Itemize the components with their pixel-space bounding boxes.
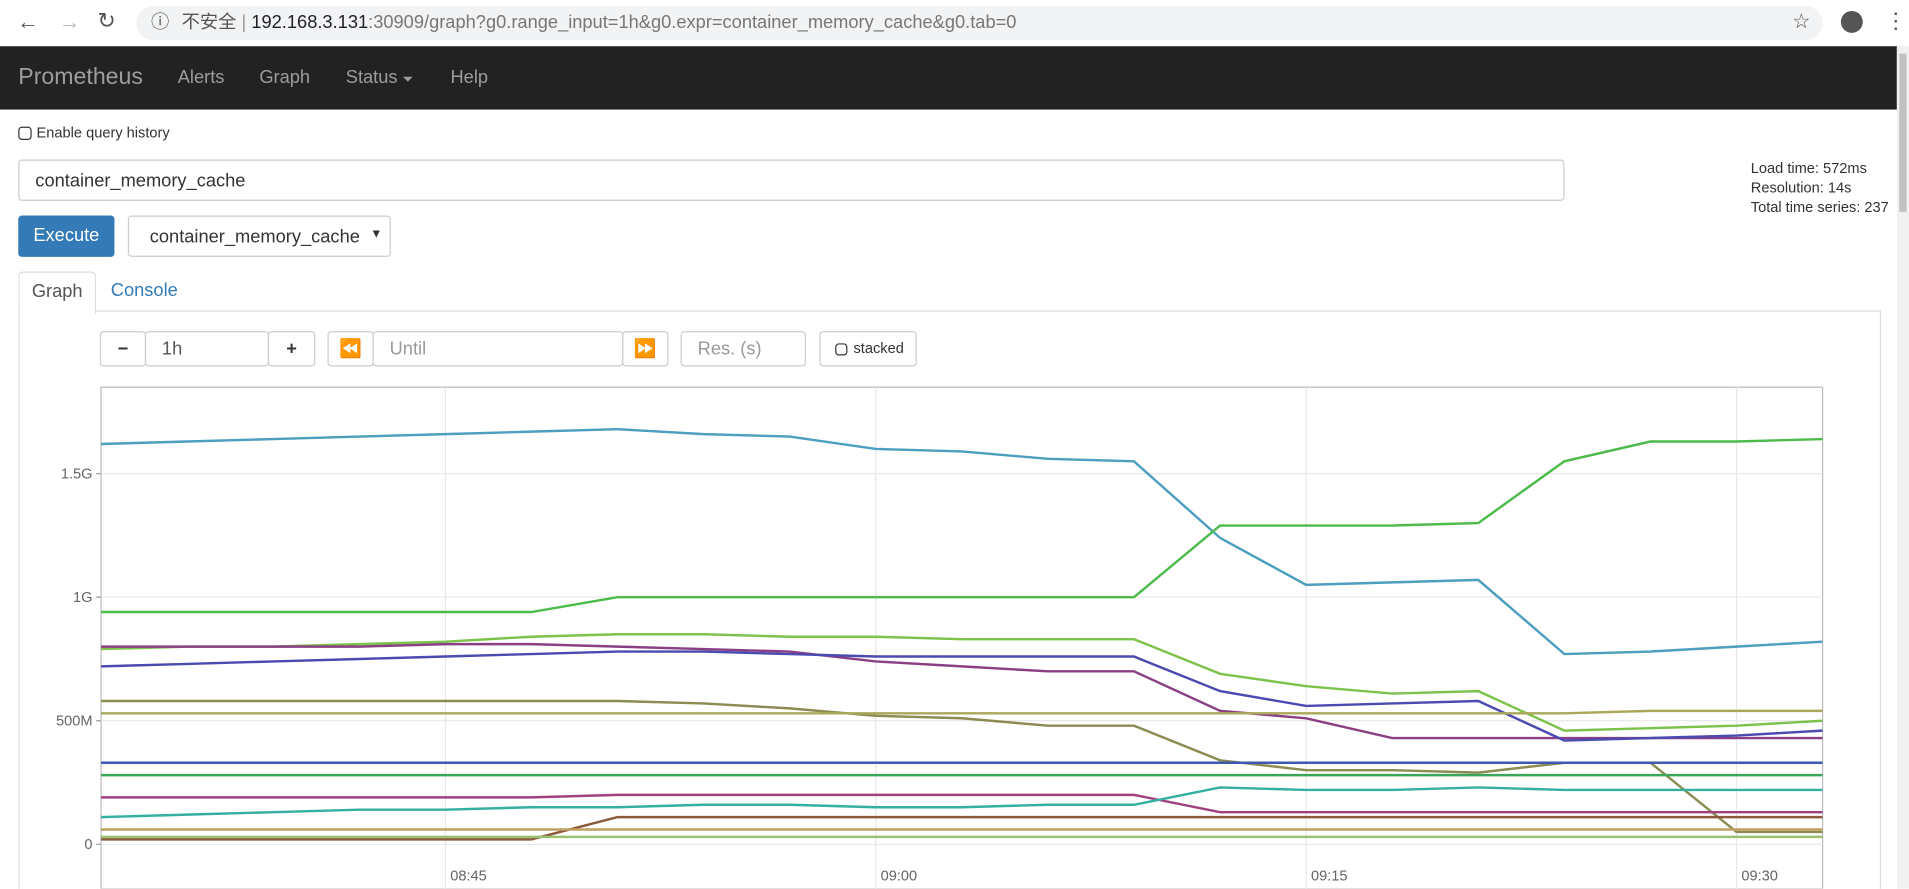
- x-tick-label: 09:15: [1311, 868, 1348, 884]
- history-label: Enable query history: [36, 124, 170, 142]
- scroll-thumb[interactable]: [1899, 53, 1907, 212]
- nav-item[interactable]: Graph: [259, 66, 311, 88]
- url-host: 192.168.3.131: [251, 12, 369, 33]
- series-line: [101, 793, 1823, 814]
- tab-panel: [18, 310, 1882, 889]
- select-text: container_memory_cache: [149, 226, 360, 248]
- metric-select[interactable]: container_memory_cache ▼: [127, 215, 391, 257]
- plot-area: [100, 386, 1824, 889]
- series-line: [101, 699, 1823, 834]
- checkbox[interactable]: [18, 126, 32, 141]
- brand[interactable]: Prometheus: [18, 64, 143, 91]
- series-line: [101, 642, 1823, 740]
- series-line: [101, 633, 1823, 732]
- tab-graph[interactable]: Graph: [18, 271, 97, 315]
- address-bar[interactable]: ⓘ 不安全 | 192.168.3.131:30909/graph?g0.ran…: [136, 6, 1823, 41]
- nav-item[interactable]: Help: [450, 66, 489, 88]
- scrollbar[interactable]: [1896, 46, 1909, 889]
- execute-button[interactable]: Execute: [18, 215, 115, 257]
- bookmark-star[interactable]: ☆: [1792, 9, 1811, 33]
- range-input[interactable]: 1h: [144, 331, 270, 367]
- x-tick-label: 09:00: [881, 868, 918, 884]
- stacked-label: stacked: [853, 339, 904, 357]
- series-line: [101, 709, 1823, 715]
- tab-console[interactable]: Console: [110, 280, 178, 301]
- resolution: Resolution: 14s: [1750, 178, 1852, 197]
- x-tick-label: 09:30: [1741, 868, 1778, 884]
- forward-time[interactable]: ⏩: [622, 331, 669, 367]
- total-series: Total time series: 237: [1750, 198, 1889, 216]
- y-tick-label: 1G: [73, 590, 93, 606]
- series-line: [101, 427, 1823, 656]
- url-rest: :30909/graph?g0.range_input=1h&g0.expr=c…: [368, 12, 1017, 33]
- back-time[interactable]: ⏪: [327, 331, 374, 367]
- increase-range[interactable]: +: [267, 331, 316, 367]
- x-tick-label: 08:45: [450, 868, 487, 884]
- nav-item[interactable]: Status: [345, 66, 398, 88]
- series-line: [101, 786, 1823, 819]
- navbar: Prometheus Alerts Graph Status Help: [0, 46, 1897, 110]
- load-time: Load time: 572ms: [1750, 159, 1867, 177]
- stacked-button[interactable]: stacked: [819, 331, 917, 367]
- menu-icon[interactable]: ⋮: [1884, 8, 1907, 33]
- security-label: 不安全: [181, 12, 237, 33]
- y-tick-label: 1.5G: [61, 467, 93, 483]
- series-line: [101, 437, 1823, 614]
- until-input[interactable]: Until: [372, 331, 624, 367]
- back-button[interactable]: ←: [17, 9, 39, 35]
- y-tick-label: 0: [84, 837, 92, 853]
- profile-icon[interactable]: [1840, 10, 1863, 33]
- browser-toolbar: ← → ↻ ⓘ 不安全 | 192.168.3.131:30909/graph?…: [0, 0, 1909, 48]
- series-line: [101, 650, 1823, 742]
- decrease-range[interactable]: −: [99, 331, 147, 367]
- caret: [402, 76, 413, 82]
- expression-input[interactable]: container_memory_cache: [18, 159, 1565, 201]
- series-line: [101, 815, 1823, 841]
- y-tick-label: 500M: [56, 714, 93, 730]
- nav-item[interactable]: Alerts: [177, 66, 225, 88]
- reload-button[interactable]: ↻: [97, 8, 116, 33]
- resolution-input[interactable]: Res. (s): [680, 331, 806, 367]
- info-icon: ⓘ: [150, 12, 170, 33]
- forward-button[interactable]: →: [58, 9, 81, 35]
